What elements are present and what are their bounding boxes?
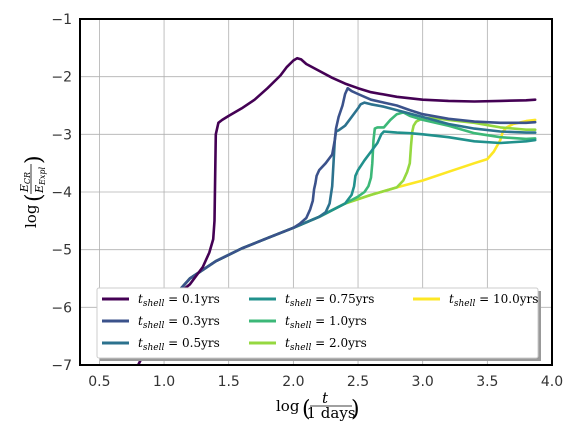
x-axis-label-denominator: 1 days xyxy=(306,404,355,422)
legend-box xyxy=(96,287,539,359)
legend-label: tshell = 10.0yrs xyxy=(449,292,538,309)
series-line-0 xyxy=(136,56,537,365)
y-axis-label-log: log xyxy=(22,204,40,228)
y-tick-label: −6 xyxy=(51,300,72,316)
x-axis-label: log ( t 1 days ) xyxy=(276,389,360,422)
y-tick-label: −5 xyxy=(51,243,72,259)
x-tick-label: 4.0 xyxy=(541,374,563,390)
x-tick-label: 3.5 xyxy=(476,374,498,390)
legend-label: tshell = 0.3yrs xyxy=(138,314,220,331)
x-tick-label: 0.5 xyxy=(88,374,110,390)
y-axis-label: log ( ECR EExpl ) xyxy=(18,155,47,228)
series-lines xyxy=(136,56,537,365)
x-tick-label: 2.5 xyxy=(347,374,369,390)
x-tick-label: 1.5 xyxy=(218,374,240,390)
x-axis-label-rparen: ) xyxy=(351,397,360,422)
y-axis-label-lparen: ( xyxy=(22,193,47,202)
x-tick-label: 2.0 xyxy=(282,374,304,390)
x-tick-label: 3.0 xyxy=(412,374,434,390)
x-tick-label: 1.0 xyxy=(153,374,175,390)
y-axis-label-numerator: ECR xyxy=(18,172,32,193)
legend: tshell = 0.1yrs tshell = 0.3yrs tshell = 0… xyxy=(96,287,541,361)
legend-label: tshell = 0.5yrs xyxy=(138,336,220,353)
legend-label: tshell = 2.0yrs xyxy=(285,336,367,353)
legend-label: tshell = 0.1yrs xyxy=(138,292,220,309)
y-tick-label: −1 xyxy=(51,12,72,28)
y-tick-label: −2 xyxy=(51,70,72,86)
y-tick-label: −7 xyxy=(51,358,72,374)
legend-label: tshell = 1.0yrs xyxy=(285,314,367,331)
y-tick-label: −4 xyxy=(51,185,72,201)
axis-ticks: 0.5 1.0 1.5 2.0 2.5 3.0 3.5 4.0 −7 −6 −5 −4 −3 −2 −1 xyxy=(51,12,563,390)
plot-frame xyxy=(79,18,553,366)
x-axis-label-numerator: t xyxy=(322,389,329,407)
y-axis-label-denominator: EExpl xyxy=(33,167,47,195)
x-axis-label-log: log xyxy=(276,397,300,415)
legend-label: tshell = 0.75yrs xyxy=(285,292,374,309)
x-axis-label-lparen: ( xyxy=(302,397,311,422)
y-axis-label-rparen: ) xyxy=(22,155,47,164)
series-line-1 xyxy=(162,86,537,309)
y-tick-label: −3 xyxy=(51,127,72,143)
